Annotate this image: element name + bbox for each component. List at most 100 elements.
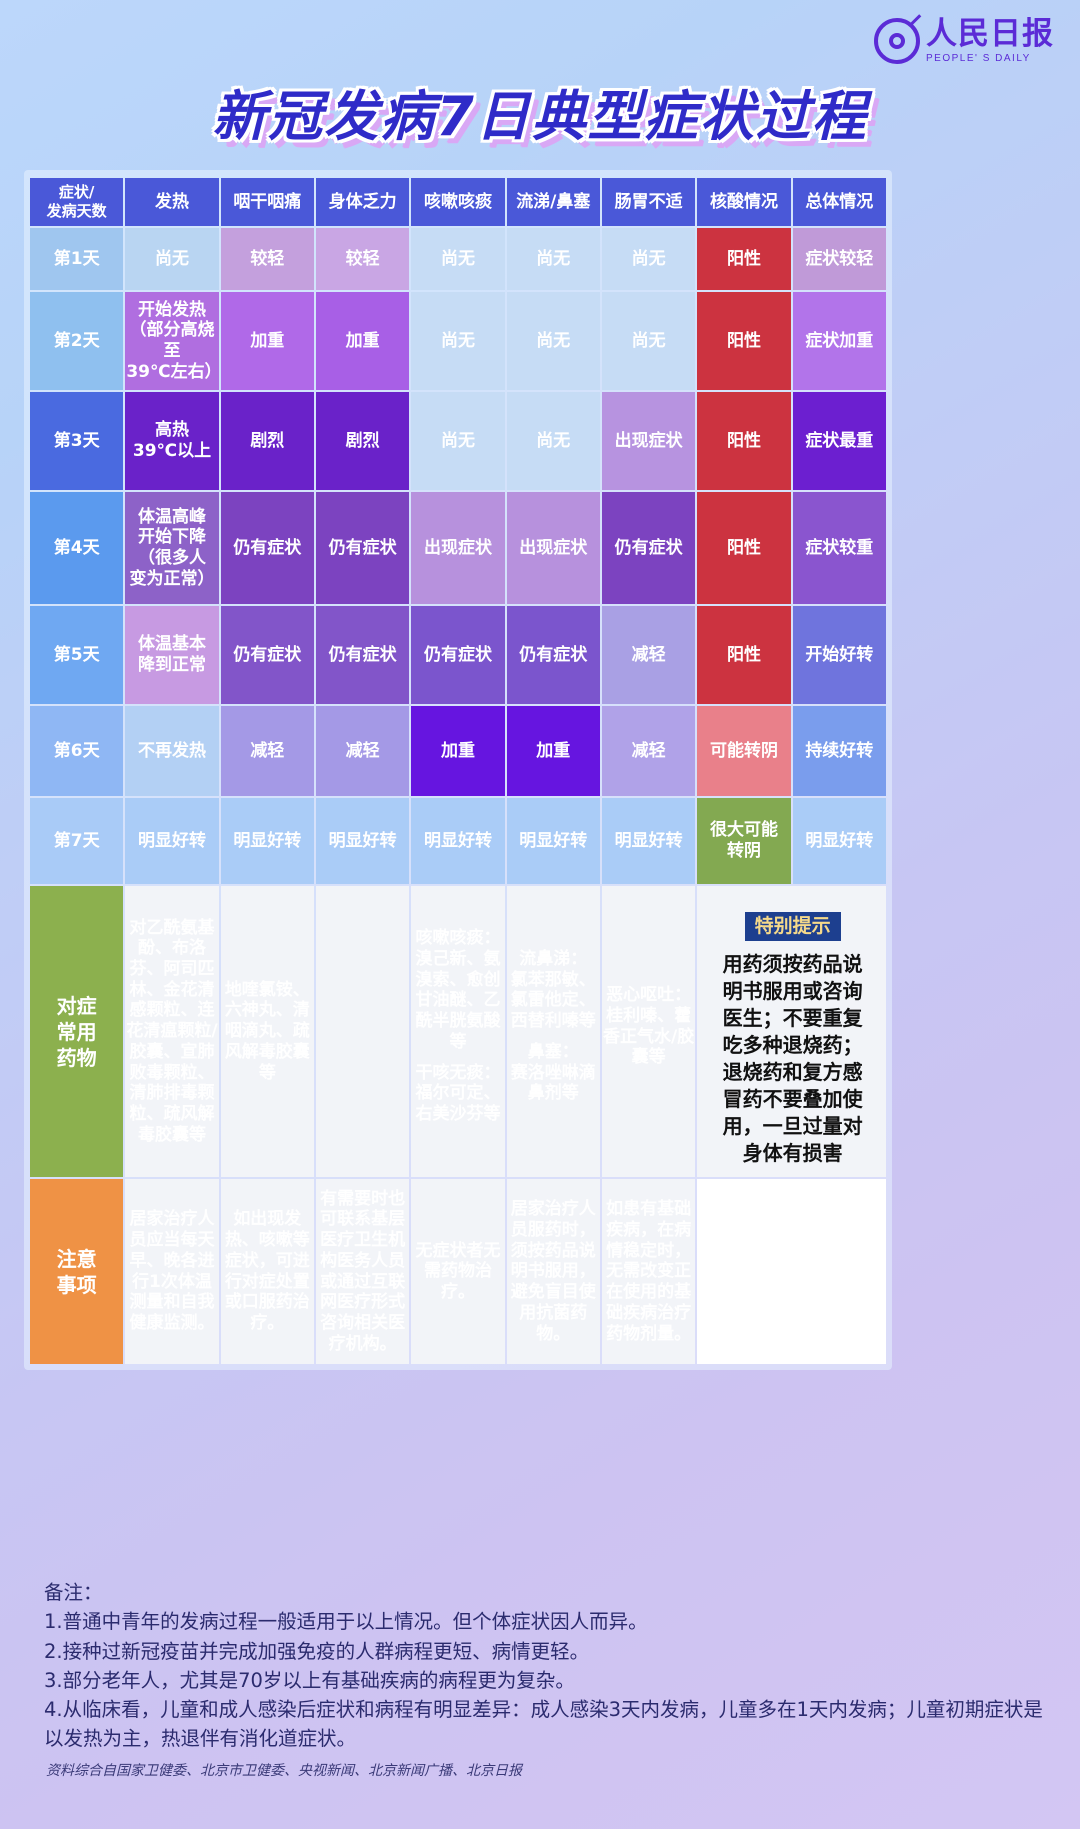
notice-cell-5: 居家治疗人员服药时，须按药品说明书服用，避免盲目使用抗菌药物。 (506, 1179, 600, 1365)
table-header-row: 症状/ 发病天数 发热 咽干咽痛 身体乏力 咳嗽咳痰 流涕/鼻塞 肠胃不适 核酸… (30, 178, 886, 226)
cell-d3-c2: 剧烈 (220, 392, 314, 490)
drug-group-1: 干咳无痰： 福尔可定、右美沙芬等 (412, 1063, 503, 1125)
cell-d2-c2: 加重 (220, 292, 314, 390)
table-row: 第7天 明显好转 明显好转 明显好转 明显好转 明显好转 明显好转 很大可能 转阴 明显好转 (30, 798, 886, 884)
drug-group-body-0: 氯苯那敏、氯雷他定、西替利嗪等 (510, 969, 596, 1032)
footnotes: 备注： 1.普通中青年的发病过程一般适用于以上情况。但个体症状因人而异。 2.接… (44, 1578, 1044, 1754)
cell-d5-c6: 减轻 (601, 606, 696, 704)
cell-d3-c4: 尚无 (411, 392, 505, 490)
notice-label-line-0: 注意 (56, 1246, 97, 1271)
day-label-cell: 第2天 (30, 292, 124, 390)
cell-d7-c3: 明显好转 (315, 798, 410, 884)
header-line-1: 症状/ (58, 183, 95, 202)
drug-group-0: 咳嗽咳痰： 溴己新、氨溴索、愈创甘油醚、乙酰半胱氨酸等 (412, 928, 503, 1052)
drug-group-title-0: 咳嗽咳痰： (415, 928, 501, 949)
drug-label-line-1: 常用 (56, 1019, 97, 1044)
cell-d2-c7: 阳性 (697, 292, 791, 390)
drug-group-body-0: 桂利嗪、藿香正气水/胶囊等 (603, 1005, 695, 1068)
cell-d7-c6: 明显好转 (601, 798, 696, 884)
cell-d5-c8: 开始好转 (792, 606, 886, 704)
table-row: 第5天 体温基本 降到正常 仍有症状 仍有症状 仍有症状 仍有症状 减轻 阳性 开始好转 (30, 606, 886, 704)
notice-blank-cell (697, 1179, 886, 1365)
cell-d3-c7: 阳性 (697, 392, 791, 490)
cell-d4-c3: 仍有症状 (315, 492, 410, 604)
drug-cell-5: 流鼻涕： 氯苯那敏、氯雷他定、西替利嗪等 鼻塞： 赛洛唑啉滴鼻剂等 (506, 886, 600, 1178)
footnote-line-1: 1.普通中青年的发病过程一般适用于以上情况。但个体症状因人而异。 (44, 1610, 648, 1634)
cell-d3-c3: 剧烈 (315, 392, 410, 490)
notice-cell-3: 有需要时也可联系基层医疗卫生机构医务人员或通过互联网医疗形式咨询相关医疗机构。 (315, 1179, 410, 1365)
drug-label-line-2: 药物 (56, 1045, 97, 1070)
symptom-table: 症状/ 发病天数 发热 咽干咽痛 身体乏力 咳嗽咳痰 流涕/鼻塞 肠胃不适 核酸… (28, 176, 888, 1366)
cell-d6-c2: 减轻 (220, 706, 314, 796)
table-info-rows: 对症 常用 药物 对乙酰氨基酚、布洛芬、阿司匹林、金花清感颗粒、连花清瘟颗粒/胶囊、宣… (30, 886, 886, 1365)
cell-d2-c1: 开始发热 （部分高烧至 39℃左右） (125, 292, 222, 390)
drug-group-body-1: 赛洛唑啉滴鼻剂等 (510, 1062, 596, 1104)
cell-d1-c7: 阳性 (697, 228, 791, 290)
symptom-table-panel: 症状/ 发病天数 发热 咽干咽痛 身体乏力 咳嗽咳痰 流涕/鼻塞 肠胃不适 核酸… (24, 170, 892, 1371)
cell-d4-c4: 出现症状 (411, 492, 505, 604)
table-day-rows: 第1天 尚无 较轻 较轻 尚无 尚无 尚无 阳性 症状较轻 第2天 开始发热 （部分高烧至 39℃左右）… (30, 228, 886, 884)
cell-d1-c6: 尚无 (601, 228, 696, 290)
table-header-cell-4: 咳嗽咳痰 (411, 178, 505, 226)
special-tip-cell: 特别提示用药须按药品说明书服用或咨询医生；不要重复吃多种退烧药；退烧药和复方感冒… (697, 886, 886, 1178)
footnote-line-3: 3.部分老年人，尤其是70岁以上有基础疾病的病程更为复杂。 (44, 1668, 575, 1692)
special-tip-badge: 特别提示 (744, 912, 841, 942)
cell-d6-c5: 加重 (506, 706, 600, 796)
drug-group-0: 流鼻涕： 氯苯那敏、氯雷他定、西替利嗪等 (508, 949, 599, 1032)
cell-d2-c8: 症状加重 (792, 292, 886, 390)
drug-label-line-0: 对症 (56, 993, 97, 1018)
cell-d4-c6: 仍有症状 (601, 492, 696, 604)
cell-d2-c5: 尚无 (506, 292, 600, 390)
drug-group-title-0: 流鼻涕： (519, 949, 588, 970)
drug-row-label: 对症 常用 药物 (30, 886, 124, 1178)
drug-cell-1: 对乙酰氨基酚、布洛芬、阿司匹林、金花清感颗粒、连花清瘟颗粒/胶囊、宣肺败毒颗粒、… (125, 886, 219, 1178)
cell-d5-c3: 仍有症状 (315, 606, 410, 704)
table-header-cell-3: 身体乏力 (315, 178, 410, 226)
day-label-cell: 第7天 (30, 798, 124, 884)
cell-d6-c4: 加重 (411, 706, 505, 796)
notice-cell-2: 如出现发热、咳嗽等症状，可进行对症处置或口服药治疗。 (220, 1179, 314, 1365)
cell-d6-c3: 减轻 (315, 706, 410, 796)
cell-d1-c5: 尚无 (506, 228, 600, 290)
drug-cell-3 (315, 886, 410, 1178)
cell-d1-c3: 较轻 (315, 228, 410, 290)
brand-logo: 人民日报 PEOPLE' S DAILY (874, 14, 1054, 64)
cell-d3-c5: 尚无 (506, 392, 600, 490)
brand-text: 人民日报 PEOPLE' S DAILY (926, 15, 1054, 64)
drug-group-1: 鼻塞： 赛洛唑啉滴鼻剂等 (508, 1042, 599, 1104)
brand-name-cn: 人民日报 (926, 15, 1054, 52)
special-tip-text: 用药须按药品说明书服用或咨询医生；不要重复吃多种退烧药；退烧药和复方感冒药不要叠… (722, 952, 863, 1166)
brand-name-en: PEOPLE' S DAILY (926, 52, 1031, 64)
table-header-cell-8: 总体情况 (792, 178, 886, 226)
cell-d5-c7: 阳性 (697, 606, 791, 704)
day-label-cell: 第1天 (30, 228, 124, 290)
notice-cell-6: 如患有基础疾病，在病情稳定时，无需改变正在使用的基础疾病治疗药物剂量。 (601, 1179, 696, 1365)
cell-d3-c6: 出现症状 (601, 392, 696, 490)
table-header-cell-2: 咽干咽痛 (220, 178, 314, 226)
table-header-cell-5: 流涕/鼻塞 (506, 178, 600, 226)
drug-group-body-0: 溴己新、氨溴索、愈创甘油醚、乙酰半胱氨酸等 (415, 949, 501, 1052)
cell-d6-c1: 不再发热 (125, 706, 219, 796)
drug-group-title-1: 干咳无痰： (415, 1062, 501, 1083)
table-row: 第1天 尚无 较轻 较轻 尚无 尚无 尚无 阳性 症状较轻 (30, 228, 886, 290)
table-header-cell-6: 肠胃不适 (601, 178, 696, 226)
cell-d1-c2: 较轻 (220, 228, 314, 290)
cell-d4-c2: 仍有症状 (220, 492, 314, 604)
cell-d5-c1: 体温基本 降到正常 (125, 606, 219, 704)
cell-d5-c5: 仍有症状 (506, 606, 600, 704)
cell-d7-c7: 很大可能 转阴 (697, 798, 791, 884)
at-sign-icon (874, 14, 922, 64)
day-label-cell: 第4天 (30, 492, 124, 604)
table-row: 第4天 体温高峰 开始下降 （很多人 变为正常） 仍有症状 仍有症状 出现症状 出现症状 仍有症状… (30, 492, 886, 604)
drug-cell-6: 恶心呕吐： 桂利嗪、藿香正气水/胶囊等 (601, 886, 696, 1178)
cell-d2-c6: 尚无 (601, 292, 696, 390)
cell-d4-c1: 体温高峰 开始下降 （很多人 变为正常） (125, 492, 219, 604)
table-header-cell-1: 发热 (125, 178, 219, 226)
cell-d1-c8: 症状较轻 (792, 228, 886, 290)
cell-d2-c4: 尚无 (411, 292, 505, 390)
cell-d4-c7: 阳性 (697, 492, 791, 604)
cell-d7-c1: 明显好转 (125, 798, 219, 884)
cell-d6-c6: 减轻 (601, 706, 696, 796)
special-tip-box: 特别提示用药须按药品说明书服用或咨询医生；不要重复吃多种退烧药；退烧药和复方感冒… (697, 886, 886, 1177)
day-label-cell: 第3天 (30, 392, 124, 490)
